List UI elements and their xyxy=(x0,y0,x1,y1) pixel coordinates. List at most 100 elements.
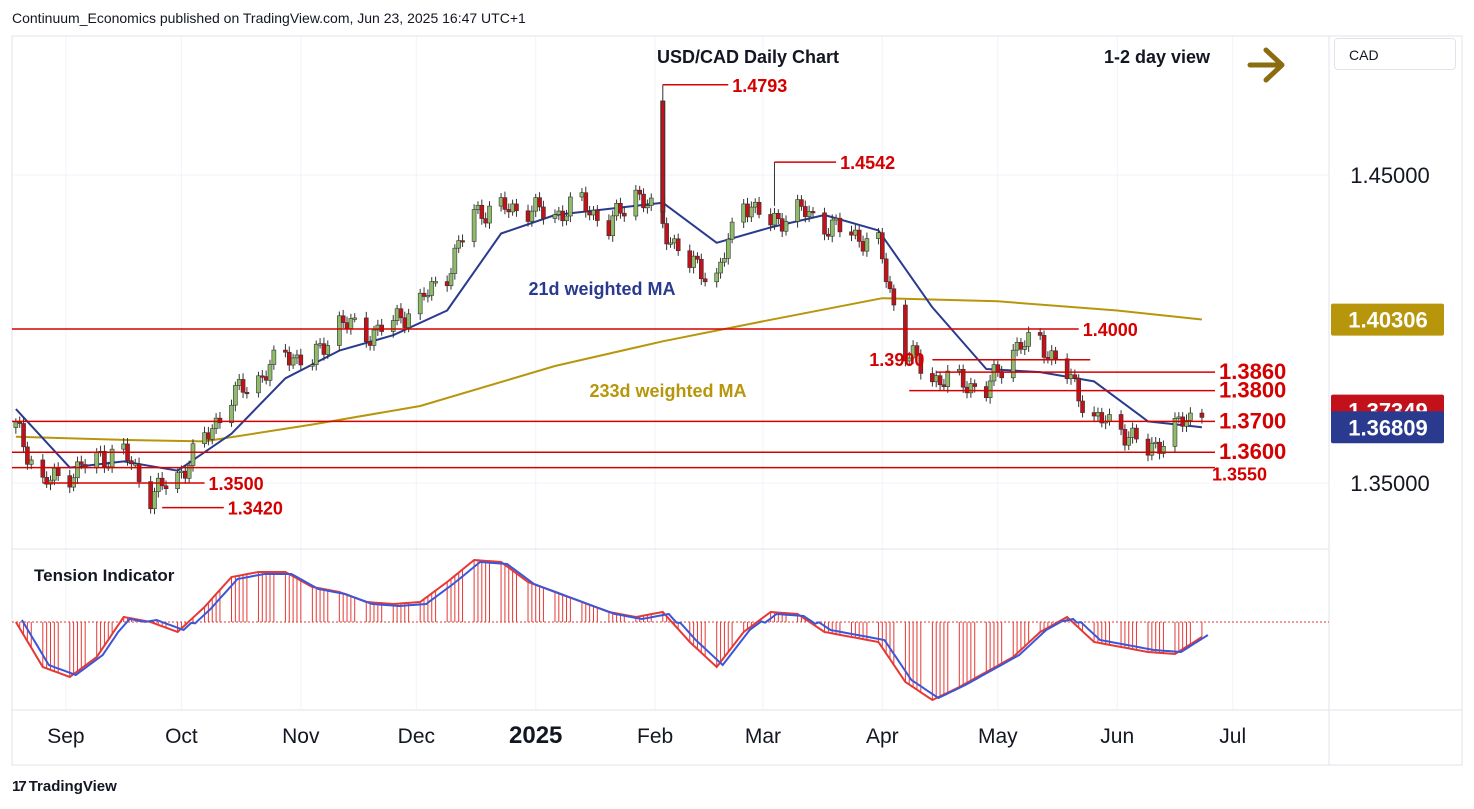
candle-body xyxy=(675,238,681,252)
candle-body xyxy=(1107,414,1112,422)
level-label: 1.3860 xyxy=(1219,359,1286,384)
candle-body xyxy=(960,368,966,388)
candle-body xyxy=(876,232,881,239)
candle-body xyxy=(313,343,319,366)
candle-body xyxy=(502,197,508,210)
candle-body xyxy=(444,281,450,287)
candle-body xyxy=(1049,350,1055,360)
candle-body xyxy=(914,345,920,356)
candle-body xyxy=(556,210,562,215)
x-tick-label: Feb xyxy=(637,725,673,748)
view-label: 1-2 day view xyxy=(1104,47,1211,67)
candle-body xyxy=(795,199,800,222)
candle-body xyxy=(498,197,504,207)
candle-body xyxy=(1018,342,1024,350)
candle-body xyxy=(606,220,612,237)
candle-body xyxy=(587,211,592,216)
candle-body xyxy=(94,451,100,469)
candle-body xyxy=(1068,374,1074,380)
candle-body xyxy=(933,375,939,383)
candle-body xyxy=(55,467,61,476)
candle-body xyxy=(641,193,646,209)
candle-body xyxy=(718,261,723,274)
candle-body xyxy=(479,204,485,219)
candle-body xyxy=(325,345,331,355)
candle-body xyxy=(1184,420,1189,427)
candle-body xyxy=(776,213,781,219)
candle-body xyxy=(129,460,134,465)
candle-body xyxy=(1134,427,1139,440)
candle-body xyxy=(591,209,596,216)
candle-body xyxy=(930,373,935,383)
candle-body xyxy=(699,258,704,280)
candle-body xyxy=(645,205,650,209)
candle-body xyxy=(864,238,870,252)
candle-body xyxy=(398,308,404,319)
candle-body xyxy=(579,192,585,198)
candle-body xyxy=(972,383,978,387)
candle-body xyxy=(21,423,26,448)
candle-body xyxy=(957,368,962,372)
candle-body xyxy=(995,364,1001,372)
tension-line xyxy=(15,558,1203,702)
candle-body xyxy=(40,459,46,478)
candle-body xyxy=(853,229,858,236)
x-tick-label: Jul xyxy=(1219,725,1246,748)
tv-logo-text: TradingView xyxy=(28,778,117,795)
candle-body xyxy=(236,379,242,386)
candle-body xyxy=(79,461,84,465)
candle-body xyxy=(849,231,854,236)
tv-logo-mark: 17 xyxy=(12,778,27,795)
candle-body xyxy=(633,189,639,217)
candle-body xyxy=(1095,412,1101,417)
level-label: 1.4793 xyxy=(732,76,787,96)
candle-body xyxy=(695,255,700,260)
candle-body xyxy=(206,432,211,440)
candle-body xyxy=(402,317,408,328)
candle-body xyxy=(417,292,423,315)
candle-body xyxy=(529,210,535,222)
candle-body xyxy=(244,391,250,395)
candle-body xyxy=(833,217,839,221)
candle-body xyxy=(983,386,989,398)
candle-body xyxy=(552,214,558,219)
candle-body xyxy=(317,343,323,346)
candle-body xyxy=(175,472,180,490)
candle-body xyxy=(321,343,327,355)
candle-body xyxy=(918,354,924,374)
candle-body xyxy=(48,479,53,485)
candle-body xyxy=(429,281,435,296)
candle-body xyxy=(352,317,358,320)
x-tick-label: 2025 xyxy=(509,722,562,749)
currency-selector[interactable]: CAD xyxy=(1334,38,1456,70)
candle-body xyxy=(260,375,265,378)
candle-body xyxy=(152,491,157,510)
candle-body xyxy=(583,192,589,213)
candle-body xyxy=(363,317,369,342)
tension-layer xyxy=(12,558,1329,702)
wma233-layer xyxy=(15,297,1203,443)
candle-body xyxy=(510,203,515,213)
candle-body xyxy=(1122,429,1128,446)
candle-body xyxy=(102,451,107,468)
candle-body xyxy=(1064,358,1070,380)
candle-body xyxy=(267,364,273,381)
candle-body xyxy=(618,203,623,214)
candle-body xyxy=(452,247,458,274)
candle-body xyxy=(903,304,908,362)
x-tick-label: May xyxy=(978,725,1018,748)
candle-body xyxy=(186,465,192,479)
candle-body xyxy=(52,467,57,481)
candle-body xyxy=(722,258,727,263)
x-tick-label: Sep xyxy=(47,725,84,748)
candle-body xyxy=(714,272,720,283)
candle-body xyxy=(826,233,831,237)
candle-body xyxy=(741,203,746,223)
candle-body xyxy=(1126,437,1132,446)
candle-body xyxy=(779,218,785,232)
candle-body xyxy=(745,203,750,218)
candle-body xyxy=(25,446,30,465)
wma233-label: 233d weighted MA xyxy=(589,381,746,401)
candle-body xyxy=(1130,427,1135,438)
candle-body xyxy=(752,201,758,208)
